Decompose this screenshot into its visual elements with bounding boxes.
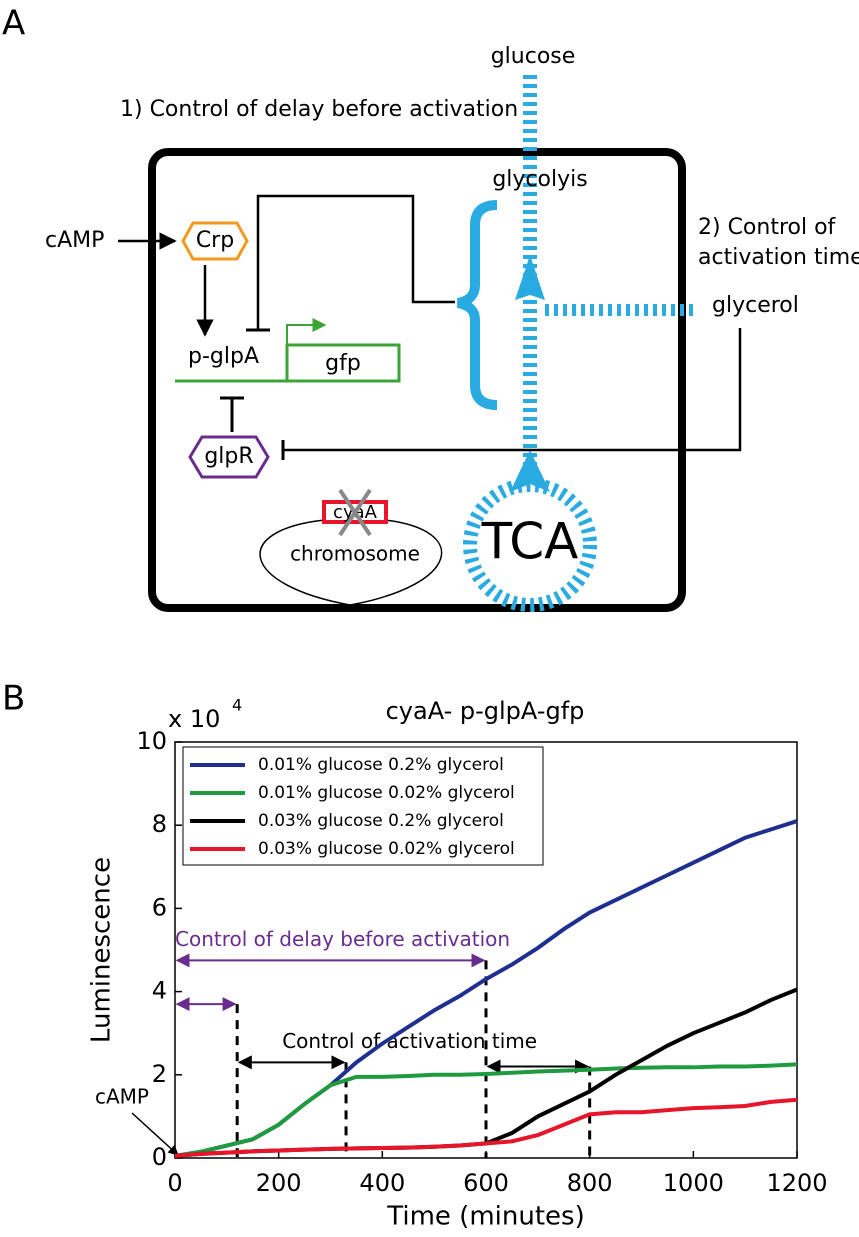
- pointer-label: cAMP: [95, 1085, 149, 1109]
- y-tick-label: 8: [152, 810, 167, 838]
- legend-label: 0.01% glucose 0.2% glycerol: [258, 755, 504, 775]
- y-tick-label: 2: [152, 1060, 167, 1088]
- activation-note: activation time: [698, 245, 859, 270]
- annotation-text: Control of delay before activation: [175, 927, 510, 951]
- tca-label: TCA: [481, 513, 579, 571]
- series-line: [174, 1097, 798, 1158]
- legend-label: 0.03% glucose 0.02% glycerol: [258, 839, 515, 859]
- gene-label: gfp: [325, 351, 361, 376]
- glpr-node: [188, 435, 270, 479]
- flux-arrow: [515, 255, 545, 300]
- legend-label: 0.03% glucose 0.2% glycerol: [258, 811, 504, 831]
- pointer-arrow: [131, 1112, 179, 1156]
- annotation-text: Control of activation time: [282, 1029, 537, 1053]
- inhibition: [256, 194, 455, 330]
- x-tick-label: 0: [167, 1169, 182, 1197]
- chromosome-label: chromosome: [290, 542, 420, 566]
- crp-node: [181, 221, 249, 261]
- transcription-arrow: [286, 318, 327, 345]
- x-axis-label: Time (minutes): [386, 1202, 584, 1232]
- x-tick-label: 200: [256, 1169, 302, 1197]
- brace: [456, 200, 498, 410]
- tca-cycle: [463, 478, 597, 612]
- glycerol-label: glycerol: [712, 293, 799, 318]
- y-axis-label: Luminescence: [87, 857, 117, 1043]
- y-multiplier: x 10: [168, 705, 220, 733]
- y-tick-label: 6: [152, 893, 167, 921]
- series-line: [174, 1062, 798, 1158]
- panel-a: A TCA glucose 1) Control of delay before…: [2, 4, 859, 612]
- gfp-gene: [285, 343, 401, 383]
- x-tick-label: 600: [463, 1169, 509, 1197]
- chromosome: [259, 519, 443, 606]
- crp-label: Crp: [196, 228, 234, 253]
- y-tick-label: 4: [152, 977, 167, 1005]
- y-multiplier-exp: 4: [232, 696, 242, 715]
- promoter-label: p-glpA: [188, 344, 259, 369]
- delay-note: 1) Control of delay before activation: [120, 97, 518, 122]
- camp-label: cAMP: [45, 228, 104, 253]
- y-tick-label: 0: [152, 1143, 167, 1171]
- panel-label: A: [2, 4, 25, 44]
- glucose-label: glucose: [491, 44, 576, 69]
- deletion-cross: [338, 488, 372, 537]
- panel-label: B: [2, 679, 25, 719]
- x-tick-label: 800: [567, 1169, 613, 1197]
- glpr-label: glpR: [204, 444, 253, 469]
- x-tick-label: 1200: [766, 1169, 827, 1197]
- glycolysis-label: glycolyis: [492, 167, 587, 192]
- activation-note: 2) Control of: [698, 215, 837, 240]
- chart-title: cyaA- p-glpA-gfp: [386, 697, 585, 725]
- legend-label: 0.01% glucose 0.02% glycerol: [258, 783, 515, 803]
- x-tick-label: 400: [359, 1169, 405, 1197]
- y-tick-label: 10: [136, 727, 167, 755]
- x-tick-label: 1000: [663, 1169, 724, 1197]
- cell: [148, 148, 686, 612]
- inhibition: [283, 328, 742, 452]
